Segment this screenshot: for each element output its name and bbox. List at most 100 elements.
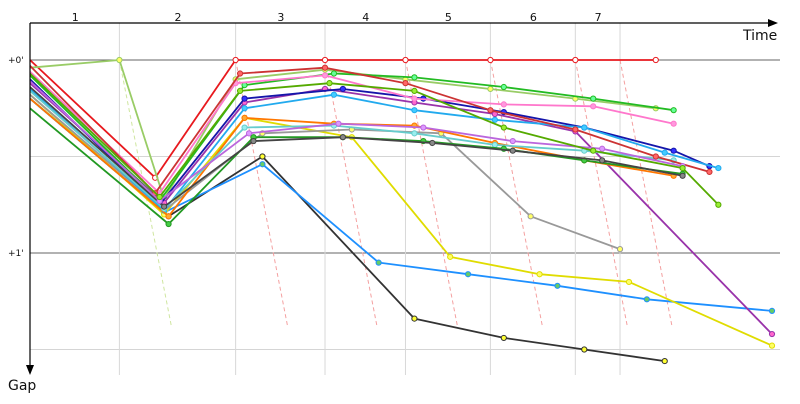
data-point — [652, 153, 659, 160]
data-point — [241, 95, 248, 102]
data-point — [581, 346, 588, 353]
data-point — [599, 145, 606, 152]
series-line — [29, 88, 719, 212]
data-point — [375, 259, 382, 266]
data-point — [679, 164, 686, 172]
data-point — [643, 296, 650, 303]
lap-label: 4 — [362, 11, 369, 24]
lap-label: 7 — [595, 11, 602, 24]
data-point — [625, 278, 633, 286]
data-point — [241, 105, 248, 112]
data-point — [250, 137, 257, 145]
data-point — [487, 85, 494, 93]
data-point — [259, 153, 266, 160]
lap-boundary-layer — [118, 59, 673, 327]
data-point — [232, 56, 239, 64]
data-point — [236, 70, 244, 77]
data-point — [487, 56, 494, 64]
data-point — [554, 282, 561, 289]
data-point — [245, 130, 253, 137]
data-point — [165, 213, 172, 220]
lap-connector — [489, 59, 543, 327]
data-point — [590, 103, 597, 110]
data-point — [715, 201, 722, 208]
data-point — [402, 56, 409, 64]
data-point — [330, 70, 338, 77]
series-line — [29, 97, 773, 312]
y-tick-label: +0' — [8, 56, 24, 66]
data-point — [464, 271, 472, 278]
data-point — [679, 172, 686, 179]
data-point — [160, 203, 168, 210]
data-point — [447, 253, 454, 260]
data-point — [572, 126, 579, 133]
data-point — [411, 95, 418, 102]
data-point — [715, 164, 722, 172]
series-line — [29, 59, 656, 179]
data-point — [670, 120, 677, 127]
data-point — [321, 56, 329, 64]
grid-layer — [30, 23, 780, 375]
series-group — [29, 72, 722, 208]
data-point — [411, 87, 418, 94]
data-point — [670, 147, 677, 154]
series-line — [29, 72, 674, 202]
lap-connector — [574, 59, 628, 327]
data-point — [335, 120, 342, 127]
label-layer: +0' +1' 1 2 3 4 5 6 7 — [8, 11, 602, 259]
data-point — [527, 213, 534, 220]
data-point — [661, 357, 668, 365]
data-point — [509, 147, 516, 154]
y-axis-arrow-icon — [26, 365, 34, 375]
data-point — [768, 342, 776, 349]
series-line — [29, 94, 773, 347]
x-axis-title: Time — [742, 28, 777, 44]
data-point — [661, 149, 668, 156]
series-group — [29, 56, 659, 181]
series-line — [29, 86, 683, 208]
data-point — [165, 220, 172, 228]
lap-label: 3 — [277, 11, 284, 24]
data-point — [156, 193, 163, 201]
data-point — [339, 85, 346, 93]
lap-label: 1 — [72, 11, 79, 24]
data-point — [330, 91, 338, 98]
data-point — [420, 124, 427, 131]
data-point — [616, 246, 624, 253]
data-point — [500, 83, 507, 91]
data-point — [652, 56, 659, 64]
data-point — [241, 114, 248, 122]
data-point — [402, 80, 409, 87]
data-point — [487, 107, 494, 114]
data-point — [500, 124, 507, 131]
data-point — [590, 147, 597, 154]
data-point — [321, 72, 329, 79]
y-tick-label: +1' — [8, 249, 24, 259]
lap-label: 6 — [530, 11, 537, 24]
data-point — [116, 56, 123, 64]
data-point — [326, 80, 333, 87]
lap-label: 2 — [175, 11, 182, 24]
data-point — [500, 334, 507, 342]
data-point — [339, 134, 346, 141]
series-line — [29, 80, 683, 202]
y-axis-title: Gap — [8, 378, 36, 394]
series-layer — [29, 56, 776, 365]
series-line — [29, 90, 674, 210]
data-point — [572, 56, 579, 64]
data-point — [411, 315, 418, 322]
data-point — [236, 87, 244, 94]
series-line — [29, 82, 773, 335]
data-point — [491, 116, 498, 123]
data-point — [321, 64, 329, 71]
x-axis-arrow-icon — [768, 19, 778, 27]
data-point — [491, 141, 498, 149]
lap-label: 5 — [445, 11, 452, 24]
data-point — [670, 107, 677, 114]
data-point — [768, 330, 776, 338]
data-point — [241, 124, 248, 131]
axis-layer: Time Gap — [8, 19, 778, 394]
data-point — [500, 101, 507, 108]
